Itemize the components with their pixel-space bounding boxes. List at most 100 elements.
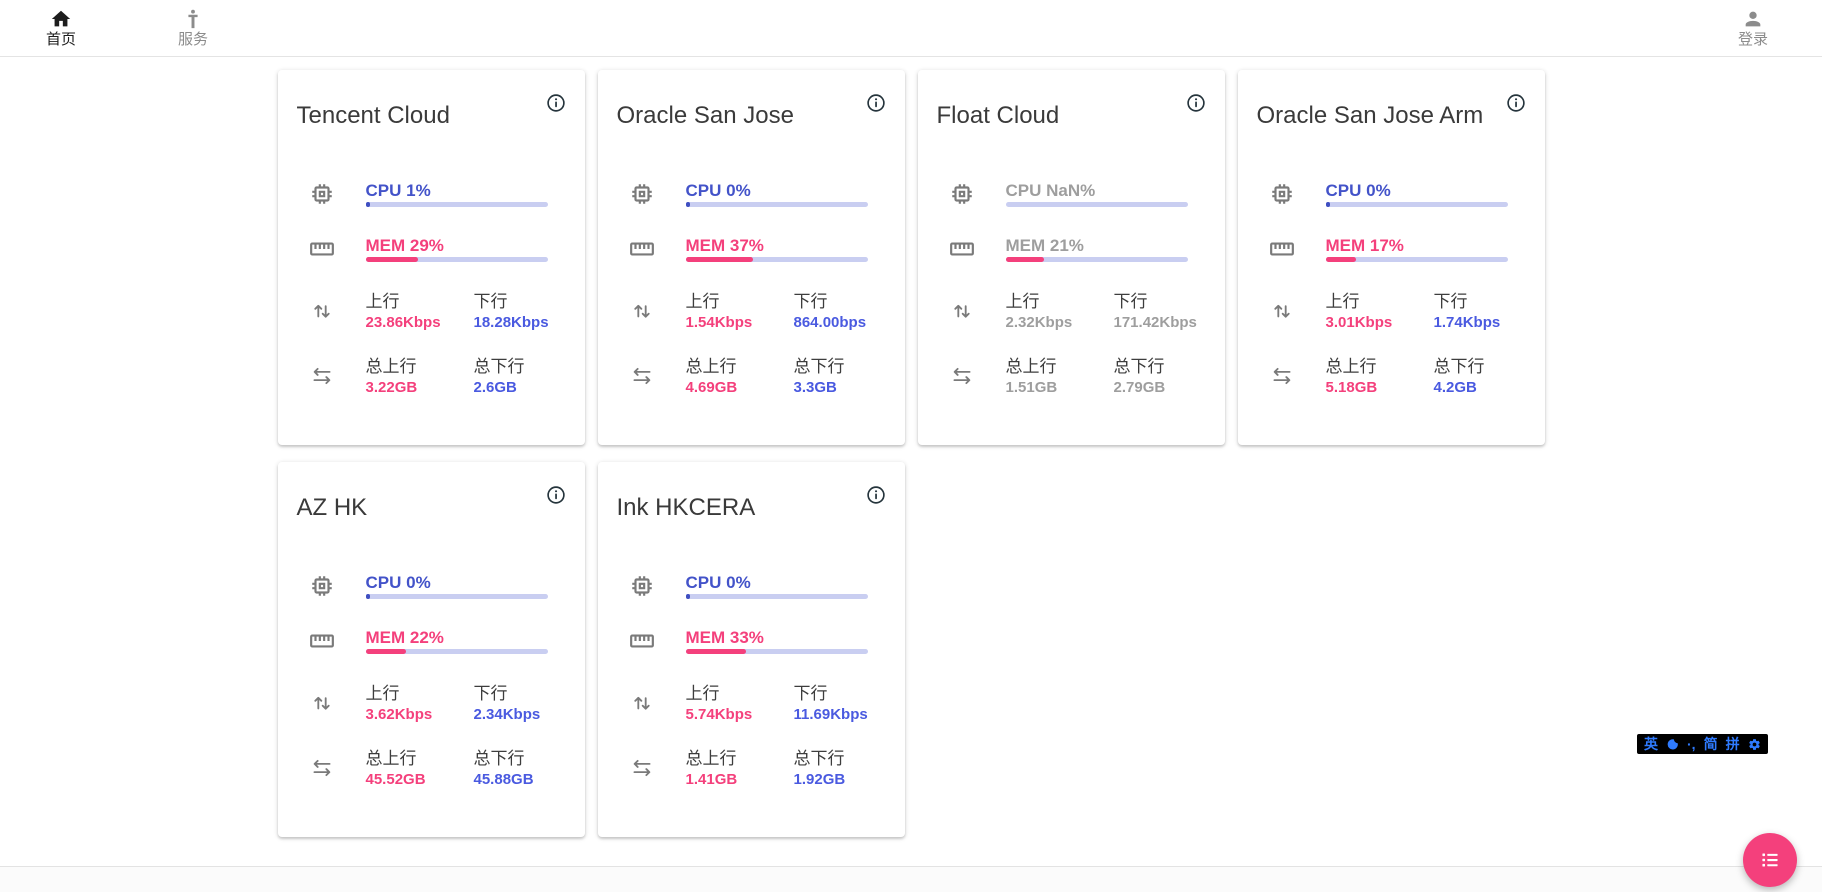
cpu-row: CPU 0% <box>598 180 905 207</box>
server-metrics: CPU NaN% MEM 21% <box>918 180 1225 397</box>
info-icon[interactable] <box>864 483 888 507</box>
info-icon[interactable] <box>1184 91 1208 115</box>
download-speed: 2.34Kbps <box>473 706 541 723</box>
total-download-value: 3.3GB <box>793 379 837 396</box>
cpu-row: CPU 0% <box>1238 180 1545 207</box>
total-download-value: 1.92GB <box>793 771 846 788</box>
mem-progress-track <box>365 257 548 262</box>
server-card: Oracle San Jose Arm CPU 0% <box>1237 70 1545 445</box>
total-row: 总上行 5.18GB 总下行 4.2GB <box>1238 355 1545 397</box>
mem-progress-fill <box>1325 257 1357 262</box>
server-card: Tencent Cloud CPU 1% <box>277 70 585 445</box>
arrows-up-down-icon <box>309 298 335 324</box>
info-icon[interactable] <box>544 483 568 507</box>
total-download-value: 4.2GB <box>1433 379 1477 396</box>
arrows-up-down-icon <box>949 298 975 324</box>
mem-progress-fill <box>685 649 746 654</box>
upload-speed: 2.32Kbps <box>1005 314 1073 331</box>
cpu-row: CPU 1% <box>278 180 585 207</box>
nav-item-home[interactable]: 首页 <box>30 8 92 48</box>
cpu-label: CPU 0% <box>1325 181 1391 200</box>
gear-icon[interactable] <box>1748 738 1761 751</box>
info-icon[interactable] <box>1504 91 1528 115</box>
total-download-label: 总下行 <box>1433 357 1485 376</box>
cpu-chip-icon <box>629 181 655 207</box>
swap-horizontal-icon <box>309 363 335 389</box>
mem-progress-fill <box>685 257 753 262</box>
upload-label: 上行 <box>365 684 400 703</box>
total-upload-label: 总上行 <box>365 357 417 376</box>
cpu-label: CPU 1% <box>365 181 431 200</box>
upload-label: 上行 <box>1005 292 1040 311</box>
server-name: Ink HKCERA <box>616 494 756 521</box>
total-upload-label: 总上行 <box>685 357 737 376</box>
ime-scheme-indicator[interactable]: 拼 <box>1725 736 1740 752</box>
cpu-label: CPU 0% <box>685 181 751 200</box>
cpu-progress-fill <box>685 594 690 599</box>
download-speed: 171.42Kbps <box>1113 314 1197 331</box>
total-upload-label: 总上行 <box>365 749 417 768</box>
memory-ruler-icon <box>309 236 335 262</box>
upload-speed: 5.74Kbps <box>685 706 753 723</box>
memory-ruler-icon <box>1269 236 1295 262</box>
swap-horizontal-icon <box>309 755 335 781</box>
mem-label: MEM 17% <box>1325 236 1404 255</box>
cpu-chip-icon <box>309 181 335 207</box>
upload-label: 上行 <box>1325 292 1360 311</box>
moon-icon[interactable] <box>1666 738 1679 751</box>
ime-punct-indicator[interactable]: ·, <box>1687 736 1696 752</box>
ime-lang-indicator[interactable]: 英 <box>1644 736 1658 752</box>
upload-speed: 3.62Kbps <box>365 706 433 723</box>
mem-row: MEM 37% <box>598 235 905 262</box>
cpu-progress-track <box>1005 202 1188 207</box>
mem-row: MEM 17% <box>1238 235 1545 262</box>
server-card: Ink HKCERA CPU 0% MEM <box>597 462 905 837</box>
speed-row: 上行 1.54Kbps 下行 864.00bps <box>598 290 905 332</box>
cpu-chip-icon <box>309 573 335 599</box>
memory-ruler-icon <box>629 628 655 654</box>
speed-row: 上行 3.62Kbps 下行 2.34Kbps <box>278 682 585 724</box>
info-icon[interactable] <box>864 91 888 115</box>
arrows-up-down-icon <box>309 690 335 716</box>
download-speed: 18.28Kbps <box>473 314 549 331</box>
mem-progress-fill <box>365 649 406 654</box>
server-card-grid: Tencent Cloud CPU 1% <box>277 70 1545 837</box>
input-method-bar[interactable]: 英 ·, 简 拼 <box>1637 734 1768 754</box>
server-name: Oracle San Jose Arm <box>1256 102 1484 129</box>
download-label: 下行 <box>473 292 508 311</box>
cpu-chip-icon <box>629 573 655 599</box>
cpu-progress-fill <box>365 202 370 207</box>
total-row: 总上行 4.69GB 总下行 3.3GB <box>598 355 905 397</box>
ime-charset-indicator[interactable]: 简 <box>1703 736 1718 752</box>
nav-item-services[interactable]: 服务 <box>162 8 224 48</box>
speed-row: 上行 2.32Kbps 下行 171.42Kbps <box>918 290 1225 332</box>
total-row: 总上行 45.52GB 总下行 45.88GB <box>278 747 585 789</box>
download-label: 下行 <box>793 684 828 703</box>
download-label: 下行 <box>473 684 508 703</box>
mem-label: MEM 29% <box>365 236 444 255</box>
upload-label: 上行 <box>685 292 720 311</box>
total-upload-value: 1.51GB <box>1005 379 1058 396</box>
nav-item-login[interactable]: 登录 <box>1722 8 1784 48</box>
cpu-row: CPU 0% <box>598 572 905 599</box>
server-name: Tencent Cloud <box>296 102 450 129</box>
cpu-row: CPU NaN% <box>918 180 1225 207</box>
upload-speed: 3.01Kbps <box>1325 314 1393 331</box>
server-card: AZ HK CPU 0% MEM 22% <box>277 462 585 837</box>
speed-row: 上行 3.01Kbps 下行 1.74Kbps <box>1238 290 1545 332</box>
cpu-progress-track <box>685 594 868 599</box>
mem-row: MEM 33% <box>598 627 905 654</box>
info-icon[interactable] <box>544 91 568 115</box>
nav-services-label: 服务 <box>177 31 208 48</box>
arrows-up-down-icon <box>629 298 655 324</box>
server-card: Float Cloud CPU NaN% <box>917 70 1225 445</box>
total-download-label: 总下行 <box>793 749 845 768</box>
server-list-fab[interactable] <box>1743 833 1797 887</box>
server-name: AZ HK <box>296 494 368 521</box>
cpu-progress-fill <box>685 202 690 207</box>
cpu-progress-track <box>365 202 548 207</box>
download-label: 下行 <box>1113 292 1148 311</box>
total-download-value: 45.88GB <box>473 771 534 788</box>
total-row: 总上行 3.22GB 总下行 2.6GB <box>278 355 585 397</box>
server-card: Oracle San Jose CPU 0% <box>597 70 905 445</box>
